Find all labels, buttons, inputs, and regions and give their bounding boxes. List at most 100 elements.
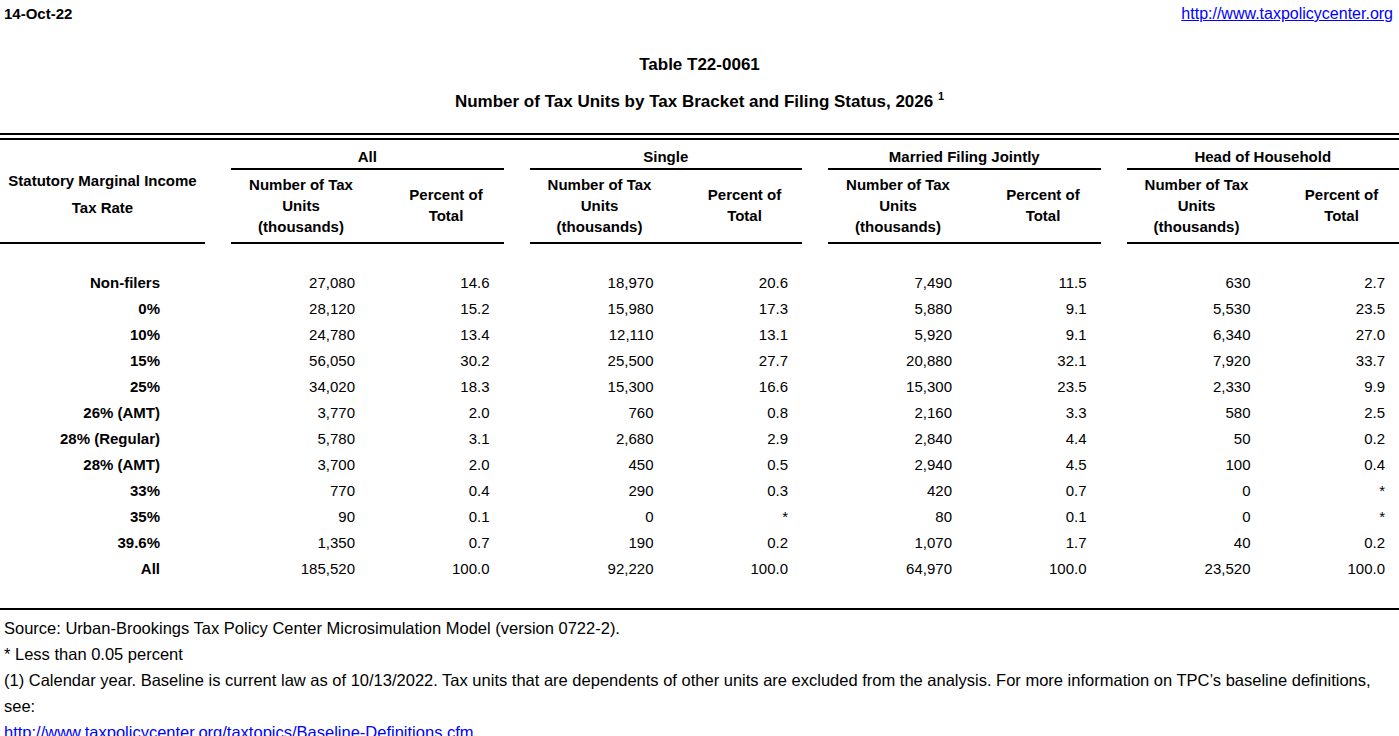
subheader-row: Number of Tax Units (thousands) Percent o…	[530, 170, 803, 242]
value-cell: 2.0	[371, 456, 504, 473]
value-cell: 0.4	[1267, 456, 1399, 473]
value-cell: 28,120	[231, 300, 371, 317]
column-gap	[205, 146, 231, 244]
value-cell: 2.9	[670, 430, 803, 447]
top-bar: 14-Oct-22 http://www.taxpolicycenter.org	[0, 0, 1399, 28]
value-cell: 185,520	[231, 560, 371, 577]
footnote-1: (1) Calendar year. Baseline is current l…	[4, 667, 1391, 719]
subheader-number-of-tax-units: Number of Tax Units (thousands)	[541, 174, 659, 237]
value-cell: 0	[530, 508, 670, 525]
title-block: Table T22-0061 Number of Tax Units by Ta…	[0, 50, 1399, 118]
value-cell: 0.5	[670, 456, 803, 473]
value-cell: 33.7	[1267, 352, 1399, 369]
value-cell: 2.0	[371, 404, 504, 421]
value-cell: 5,780	[231, 430, 371, 447]
statutory-rate-header: Statutory Marginal Income Tax Rate	[0, 146, 205, 244]
value-cell: 770	[231, 482, 371, 499]
table-row: 28% (AMT)3,7002.04500.52,9404.51000.4	[0, 452, 1399, 478]
value-cell: 0.2	[670, 534, 803, 551]
value-cell: 5,880	[828, 300, 968, 317]
value-cell: 0.2	[1267, 430, 1399, 447]
rate-label: 10%	[0, 326, 205, 343]
source-note: Source: Urban-Brookings Tax Policy Cente…	[4, 615, 1391, 641]
group-label: Head of Household	[1127, 146, 1399, 170]
value-cell: 16.6	[670, 378, 803, 395]
subheader-number-of-tax-units: Number of Tax Units (thousands)	[839, 174, 957, 237]
value-cell: 2,940	[828, 456, 968, 473]
taxpolicycenter-link[interactable]: http://www.taxpolicycenter.org	[1181, 5, 1393, 23]
column-gap	[802, 146, 828, 244]
value-cell: 3,770	[231, 404, 371, 421]
value-cell: 14.6	[371, 274, 504, 291]
value-cell: 0.1	[371, 508, 504, 525]
baseline-definitions-link[interactable]: http://www.taxpolicycenter.org/taxtopics…	[4, 723, 474, 736]
table-row: All185,520100.092,220100.064,970100.023,…	[0, 556, 1399, 582]
value-cell: 18,970	[530, 274, 670, 291]
table-row: 0%28,12015.215,98017.35,8809.15,53023.5	[0, 296, 1399, 322]
value-cell: 0.8	[670, 404, 803, 421]
value-cell: 100	[1127, 456, 1267, 473]
value-cell: 15,300	[828, 378, 968, 395]
value-cell: 0.3	[670, 482, 803, 499]
rate-label: 28% (Regular)	[0, 430, 205, 447]
title-footnote-marker: 1	[938, 90, 944, 102]
value-cell: 27.0	[1267, 326, 1399, 343]
value-cell: 0.2	[1267, 534, 1399, 551]
value-cell: 20.6	[670, 274, 803, 291]
rate-label: 0%	[0, 300, 205, 317]
value-cell: 100.0	[371, 560, 504, 577]
top-double-rule	[0, 133, 1399, 140]
value-cell: 760	[530, 404, 670, 421]
value-cell: 3.3	[968, 404, 1101, 421]
subheader-percent-of-total: Percent of Total	[699, 184, 791, 226]
value-cell: 630	[1127, 274, 1267, 291]
rate-label: 25%	[0, 378, 205, 395]
value-cell: 80	[828, 508, 968, 525]
value-cell: 92,220	[530, 560, 670, 577]
value-cell: 2.5	[1267, 404, 1399, 421]
value-cell: 25,500	[530, 352, 670, 369]
value-cell: 7,490	[828, 274, 968, 291]
value-cell: 0	[1127, 482, 1267, 499]
value-cell: 13.4	[371, 326, 504, 343]
subheader-row: Number of Tax Units (thousands) Percent o…	[828, 170, 1101, 242]
value-cell: 9.9	[1267, 378, 1399, 395]
value-cell: 3.1	[371, 430, 504, 447]
value-cell: 64,970	[828, 560, 968, 577]
value-cell: 23,520	[1127, 560, 1267, 577]
value-cell: 3,700	[231, 456, 371, 473]
table-row: 33%7700.42900.34200.70*	[0, 478, 1399, 504]
value-cell: 0.4	[371, 482, 504, 499]
value-cell: 0.7	[968, 482, 1101, 499]
value-cell: *	[1267, 508, 1399, 525]
subheader-percent-of-total: Percent of Total	[997, 184, 1089, 226]
value-cell: 2,160	[828, 404, 968, 421]
value-cell: 11.5	[968, 274, 1101, 291]
subheader-number-of-tax-units: Number of Tax Units (thousands)	[242, 174, 360, 237]
value-cell: 1,350	[231, 534, 371, 551]
table-title-text: Number of Tax Units by Tax Bracket and F…	[455, 92, 933, 111]
value-cell: 17.3	[670, 300, 803, 317]
value-cell: 27.7	[670, 352, 803, 369]
value-cell: 20,880	[828, 352, 968, 369]
value-cell: 2.7	[1267, 274, 1399, 291]
value-cell: 2,840	[828, 430, 968, 447]
value-cell: 24,780	[231, 326, 371, 343]
value-cell: 32.1	[968, 352, 1101, 369]
date-label: 14-Oct-22	[4, 5, 72, 22]
subheader-row: Number of Tax Units (thousands)Percent o…	[1127, 170, 1399, 242]
table-body: Non-filers27,08014.618,97020.67,49011.56…	[0, 244, 1399, 608]
table-row: 28% (Regular)5,7803.12,6802.92,8404.4500…	[0, 426, 1399, 452]
table-header: Statutory Marginal Income Tax Rate AllNu…	[0, 146, 1399, 244]
value-cell: *	[1267, 482, 1399, 499]
table-row: 25%34,02018.315,30016.615,30023.52,3309.…	[0, 374, 1399, 400]
value-cell: 2,680	[530, 430, 670, 447]
value-cell: 0.1	[968, 508, 1101, 525]
value-cell: 580	[1127, 404, 1267, 421]
value-cell: 5,920	[828, 326, 968, 343]
rate-label: 15%	[0, 352, 205, 369]
group-label: Married Filing Jointly	[828, 146, 1101, 170]
value-cell: 15,300	[530, 378, 670, 395]
value-cell: 0.7	[371, 534, 504, 551]
table-number-title: Table T22-0061	[0, 50, 1399, 80]
